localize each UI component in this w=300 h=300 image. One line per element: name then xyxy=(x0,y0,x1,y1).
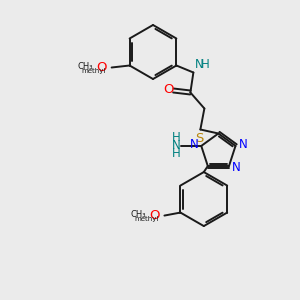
Text: N: N xyxy=(238,138,247,152)
Text: methyl: methyl xyxy=(134,216,159,222)
Text: O: O xyxy=(149,209,159,222)
Text: N: N xyxy=(172,140,181,152)
Text: methyl: methyl xyxy=(81,68,106,74)
Text: H: H xyxy=(172,131,181,144)
Text: S: S xyxy=(195,133,204,146)
Text: O: O xyxy=(163,83,174,96)
Text: N: N xyxy=(232,160,241,174)
Text: N: N xyxy=(190,138,198,152)
Text: CH₃: CH₃ xyxy=(78,62,93,71)
Text: O: O xyxy=(96,61,106,74)
Text: H: H xyxy=(172,147,181,161)
Text: CH₃: CH₃ xyxy=(131,210,146,219)
Text: N: N xyxy=(194,58,203,70)
Text: H: H xyxy=(200,58,209,70)
